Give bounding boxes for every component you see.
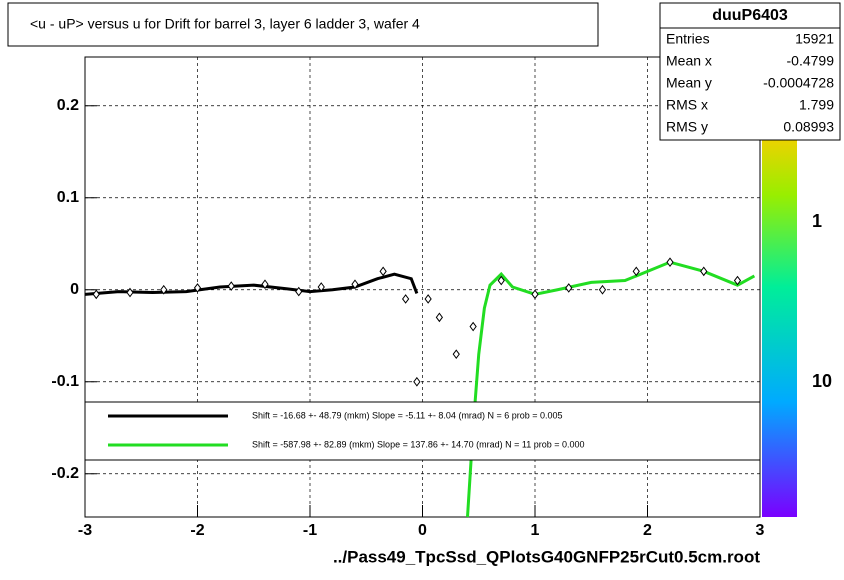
profile-point [92,289,100,300]
stats-value: 1.799 [799,97,834,113]
x-tick-label: -3 [78,522,92,539]
stats-box [659,2,841,141]
profile-point [317,282,325,292]
profile-point [351,279,359,290]
profile-point [565,283,573,293]
profile-point [452,349,460,359]
stats-value: 15921 [795,31,834,47]
x-tick-label: 3 [756,522,765,539]
profile-point [379,266,387,277]
profile-point [632,266,640,277]
stats-value: -0.0004728 [763,75,834,91]
chart-title: <u - uP> versus u for Drift for barrel 3… [30,16,420,32]
palette-label: 1 [812,211,822,231]
profile-point [497,275,505,286]
profile-point [733,275,742,286]
y-tick-label: 0.2 [57,97,79,114]
title-box [7,2,599,47]
legend-box [84,401,761,461]
x-tick-label: -2 [190,522,204,539]
x-tick-label: 2 [643,522,652,539]
x-tick-label: -1 [303,522,317,539]
profile-point [531,289,539,300]
legend-label: Shift = -16.68 +- 48.79 (mkm) Slope = -5… [252,410,563,420]
profile-point [424,294,432,304]
stats-title: duuP6403 [712,7,788,24]
profile-point [402,294,410,304]
profile-point [193,283,202,293]
palette-label: 10 [812,371,832,391]
fit-curve [466,260,756,518]
x-axis-label: ../Pass49_TpcSsd_QPlotsG40GNFP25rCut0.5c… [333,547,760,566]
stats-value: 0.08993 [783,119,834,135]
profile-point [666,257,674,267]
profile-point [295,286,303,297]
profile-point [261,279,269,290]
profile-point [126,287,134,298]
profile-point [160,284,168,295]
x-tick-label: 0 [418,522,427,539]
legend-label: Shift = -587.98 +- 82.89 (mkm) Slope = 1… [252,439,585,449]
profile-point [435,312,443,323]
x-tick-label: 1 [531,522,540,539]
profile-point [413,376,421,387]
profile-point [469,321,477,332]
stats-key: Entries [666,31,710,47]
y-tick-label: 0.1 [57,189,79,206]
stats-key: RMS y [666,119,708,135]
profile-point [227,281,235,291]
stats-key: Mean y [666,75,712,91]
profile-point [700,266,708,277]
y-tick-label: -0.2 [51,465,79,482]
stats-key: Mean x [666,53,712,69]
stats-value: -0.4799 [787,53,835,69]
profile-point [598,284,607,295]
y-tick-label: 0 [70,281,79,298]
stats-key: RMS x [666,97,708,113]
y-tick-label: -0.1 [51,373,79,390]
